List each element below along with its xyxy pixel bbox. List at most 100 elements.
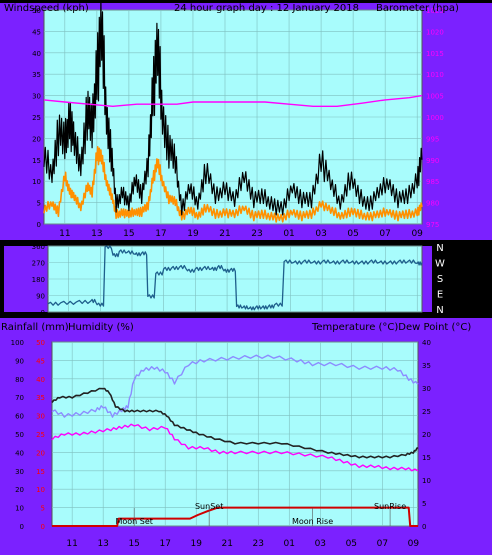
temperature-tick-label: 15 — [422, 454, 431, 462]
barometer-axis-title: Barometer (hpa) — [376, 3, 459, 14]
direction-y-tick-label: 0 — [41, 309, 45, 317]
rainfall-line — [52, 506, 418, 527]
temperature-tick-label: 35 — [422, 362, 431, 370]
humidity-tick-label: 30 — [15, 468, 24, 476]
wind-y-tick-label: 15 — [32, 157, 41, 165]
wind-grid: 11 13 15 17 19 21 23 01 03 05 07 090510152025303540… — [32, 7, 444, 239]
barometer-tick-label: 990 — [426, 157, 439, 165]
temperature-tick-label: 40 — [422, 339, 431, 347]
compass-label: N — [436, 243, 443, 254]
rainfall-tick-label: 5 — [41, 505, 45, 513]
wind-y-tick-label: 10 — [32, 178, 41, 186]
humidity-tick-label: 40 — [15, 449, 24, 457]
annotation-label: SunSet — [195, 502, 223, 511]
barometer-tick-label: 1015 — [426, 50, 444, 58]
temp-x-tick-label: 19 — [191, 539, 203, 549]
wind-y-tick-label: 5 — [37, 200, 41, 208]
barometer-line — [43, 94, 423, 108]
annotation-label: Moon Rise — [292, 517, 333, 526]
temperature-tick-label: 20 — [422, 431, 431, 439]
rainfall-tick-label: 35 — [36, 394, 45, 402]
wind-x-tick-label: 03 — [315, 229, 326, 239]
temp-x-tick-label: 03 — [315, 539, 326, 549]
humidity-tick-label: 10 — [15, 505, 24, 513]
wind-axis-title: Windspeed (kph) — [4, 3, 89, 14]
wind-x-tick-label: 19 — [187, 229, 199, 239]
compass-label: N — [436, 305, 443, 316]
rainfall-tick-label: 10 — [36, 486, 45, 494]
direction-marks — [47, 245, 423, 311]
wind-direction-line — [47, 245, 423, 311]
barometer-tick-label: 1000 — [426, 114, 444, 122]
wind-x-tick-label: 17 — [155, 229, 166, 239]
temp-x-tick-label: 05 — [346, 539, 357, 549]
humidity-tick-label: 70 — [15, 394, 24, 402]
dewpoint-line — [51, 423, 419, 472]
humidity-tick-label: 100 — [11, 339, 24, 347]
direction-y-tick-label: 180 — [32, 276, 45, 284]
temp-x-tick-label: 11 — [66, 539, 77, 549]
direction-y-tick-label: 360 — [32, 243, 45, 251]
barometer-tick-label: 1020 — [426, 28, 444, 36]
direction-y-tick-label: 90 — [36, 293, 45, 301]
rainfall-tick-label: 40 — [36, 376, 45, 384]
rainfall-axis-title: Rainfall (mm) — [1, 322, 69, 333]
compass-label: S — [437, 274, 443, 285]
direction-y-tick-label: 270 — [32, 260, 45, 268]
wind-y-tick-label: 25 — [32, 114, 41, 122]
direction-grid: 0 90 180 270 360 — [32, 243, 422, 317]
wind-y-tick-label: 40 — [32, 50, 41, 58]
rainfall-tick-label: 0 — [41, 523, 45, 531]
barometer-tick-label: 985 — [426, 178, 439, 186]
temp-x-tick-label: 09 — [408, 539, 420, 549]
rainfall-tick-label: 30 — [36, 413, 45, 421]
wind-x-tick-label: 13 — [91, 229, 102, 239]
wind-marks — [43, 0, 423, 223]
wind-y-tick-label: 50 — [32, 7, 41, 15]
wind-x-tick-label: 11 — [59, 229, 70, 239]
humidity-tick-label: 80 — [15, 376, 24, 384]
wind-y-tick-label: 45 — [32, 28, 41, 36]
wind-y-tick-label: 0 — [37, 221, 41, 229]
wind-x-tick-label: 21 — [219, 229, 230, 239]
temperature-tick-label: 30 — [422, 385, 431, 393]
rainfall-tick-label: 50 — [36, 339, 45, 347]
wind-x-tick-label: 15 — [123, 229, 134, 239]
wind-y-tick-label: 30 — [32, 93, 41, 101]
temp-x-tick-label: 07 — [377, 539, 388, 549]
temperature-grid: 11 13 15 17 19 21 23 01 03 05 07 090102030405060708… — [11, 339, 431, 549]
wind-x-tick-label: 05 — [347, 229, 358, 239]
temperature-tick-label: 10 — [422, 477, 431, 485]
graph-title: 24 hour graph day : 12 January 2018 — [174, 3, 359, 14]
barometer-tick-label: 980 — [426, 200, 439, 208]
humidity-tick-label: 60 — [15, 413, 24, 421]
temp-x-tick-label: 17 — [159, 539, 170, 549]
wind-x-tick-label: 09 — [411, 229, 423, 239]
humidity-tick-label: 20 — [15, 486, 24, 494]
compass-label: E — [437, 290, 443, 301]
humidity-tick-label: 0 — [20, 523, 24, 531]
rainfall-tick-label: 15 — [36, 468, 45, 476]
wind-x-tick-label: 07 — [379, 229, 390, 239]
compass-label: W — [435, 259, 445, 270]
temperature-tick-label: 0 — [422, 523, 426, 531]
barometer-tick-label: 975 — [426, 221, 439, 229]
astronomy-annotations: Moon Set SunSet Moon Rise SunRise — [115, 502, 406, 526]
humidity-axis-title: Humidity (%) — [68, 322, 134, 333]
temp-x-tick-label: 01 — [284, 539, 295, 549]
wind-x-tick-label: 01 — [283, 229, 294, 239]
temperature-marks — [51, 354, 419, 527]
humidity-tick-label: 50 — [15, 431, 24, 439]
wind-y-tick-label: 20 — [32, 135, 41, 143]
temp-x-tick-label: 15 — [128, 539, 139, 549]
temp-x-tick-label: 13 — [97, 539, 108, 549]
rainfall-tick-label: 45 — [36, 357, 45, 365]
barometer-tick-label: 995 — [426, 135, 439, 143]
wind-x-tick-label: 23 — [251, 229, 262, 239]
barometer-tick-label: 1010 — [426, 71, 444, 79]
wind-y-tick-label: 35 — [32, 71, 41, 79]
temp-x-tick-label: 21 — [222, 539, 233, 549]
humidity-line — [51, 354, 419, 418]
